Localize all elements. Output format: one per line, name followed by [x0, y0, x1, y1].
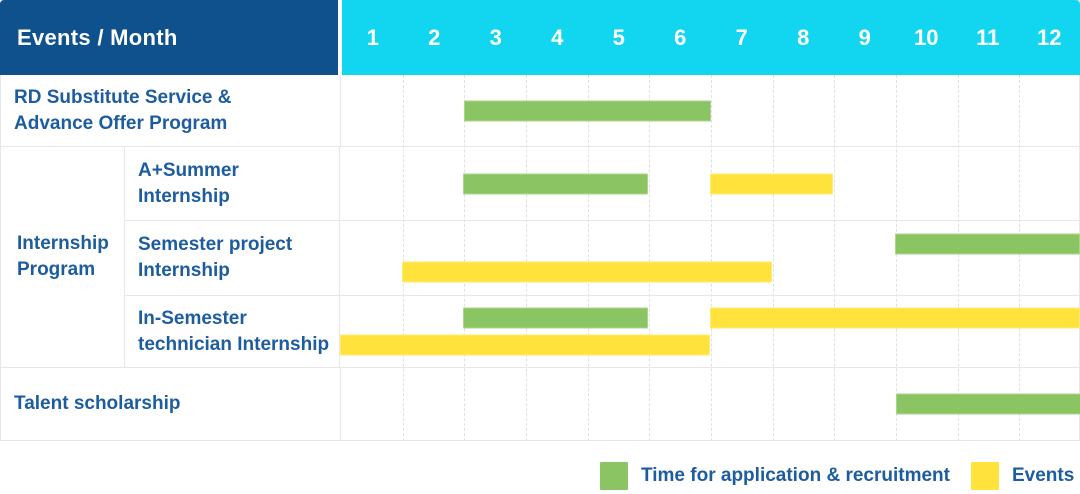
timeline-rd-substitute: [341, 75, 1079, 146]
row-label-line: Advance Offer Program: [14, 112, 228, 134]
month-label: 11: [976, 24, 1000, 50]
gantt-bar-application: [895, 233, 1080, 255]
month-label: 2: [428, 24, 441, 50]
legend-swatch-events: [971, 462, 999, 490]
gantt-bar-event: [340, 334, 710, 356]
month-label: 4: [551, 24, 564, 50]
row-label-in-semester-technician: In-Semester technician Internship: [125, 296, 340, 367]
month-label: 8: [797, 24, 810, 50]
month-label: 10: [914, 24, 939, 50]
timeline-talent-scholarship: [341, 368, 1080, 440]
month-label: 7: [735, 24, 748, 50]
gantt-bar-application: [463, 307, 648, 329]
month-label: 5: [612, 24, 625, 50]
timeline-a-plus-summer: [340, 147, 1079, 220]
legend-swatch-application: [600, 462, 628, 490]
row-label-line: A+Summer: [138, 159, 239, 181]
row-rd-substitute: RD Substitute Service & Advance Offer Pr…: [1, 75, 1079, 147]
group-label-line: Program: [17, 259, 96, 280]
row-in-semester-technician: In-Semester technician Internship: [125, 295, 1080, 367]
row-label-a-plus-summer: A+Summer Internship: [125, 147, 340, 220]
month-label: 12: [1037, 24, 1062, 50]
gantt-bar-application: [463, 173, 648, 194]
events-month-header: Events / Month: [0, 0, 338, 75]
row-label-line: RD Substitute Service &: [14, 86, 232, 108]
legend-label-events: Events: [1012, 465, 1075, 486]
legend-item-events: Events: [971, 462, 1074, 490]
group-internship-program: Internship Program A+Summer Internship S…: [1, 147, 1080, 368]
legend-item-application: Time for application & recruitment: [600, 462, 950, 490]
events-month-header-label: Events / Month: [17, 24, 178, 50]
gantt-bar-event: [402, 261, 772, 283]
row-a-plus-summer: A+Summer Internship: [125, 147, 1079, 220]
group-subrows: A+Summer Internship Semester project Int…: [125, 147, 1080, 367]
row-label-semester-project: Semester project Internship: [125, 221, 340, 295]
gantt-bar-application: [464, 100, 711, 121]
month-label: 1: [366, 24, 379, 50]
group-label-line: Internship: [17, 233, 109, 254]
row-semester-project: Semester project Internship: [125, 220, 1080, 295]
row-label-talent-scholarship: Talent scholarship: [1, 368, 341, 440]
row-talent-scholarship: Talent scholarship: [1, 368, 1080, 441]
row-label-line: Internship: [138, 185, 230, 207]
timeline-semester-project: [340, 221, 1080, 295]
legend-label-application: Time for application & recruitment: [641, 465, 950, 486]
month-label: 6: [674, 24, 687, 50]
month-label: 9: [858, 24, 871, 50]
gantt-body: RD Substitute Service & Advance Offer Pr…: [0, 75, 1080, 441]
row-label-line: Internship: [138, 260, 230, 281]
gantt-bar-application: [896, 393, 1080, 415]
row-label-line: Talent scholarship: [14, 393, 181, 414]
gantt-bar-event: [710, 173, 833, 194]
group-label-internship-program: Internship Program: [1, 147, 125, 367]
timeline-in-semester-technician: [340, 296, 1080, 367]
row-label-line: technician Internship: [138, 333, 330, 355]
month-header-row: 1 2 3 4 5 6 7 8 9 10 11 12: [342, 0, 1080, 75]
row-label-line: Semester project: [138, 234, 293, 255]
row-label-line: In-Semester: [138, 307, 247, 329]
row-label-rd-substitute: RD Substitute Service & Advance Offer Pr…: [1, 75, 341, 146]
gantt-bar-event: [710, 307, 1080, 329]
month-label: 3: [489, 24, 502, 50]
